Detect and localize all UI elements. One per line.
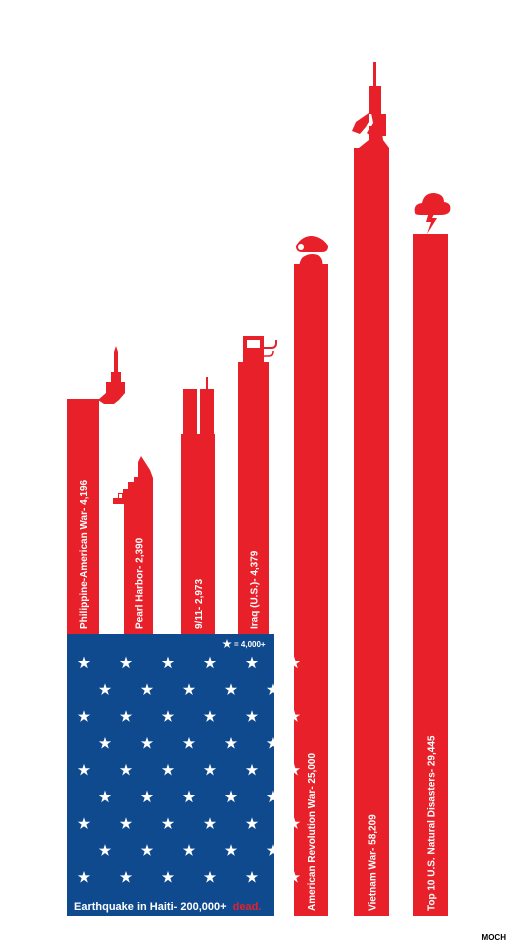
bar-label-2: Pearl Harbor- 2,390 [135,537,146,629]
haiti-label-main: Earthquake in Haiti- 200,000+ [74,901,227,913]
bar-3 [181,434,215,634]
haiti-label: Earthquake in Haiti- 200,000+ dead. [74,901,261,913]
bar-label-6: Vietnam War- 58,209 [368,814,379,911]
bar-label-3: 9/11- 2,973 [194,579,205,629]
storm-cloud-icon [414,193,451,234]
haiti-legend-label: = 4,000+ [234,640,266,649]
bar-1 [67,399,99,634]
haiti-label-suffix: dead. [233,901,262,913]
haiti-bar [67,634,274,916]
bar-4 [238,362,269,634]
bar-label-4: Iraq (U.S.)- 4,379 [250,550,261,629]
twin-towers-icon [183,377,214,435]
assault-rifle-icon [352,62,389,148]
bayonet-rifle-icon [98,346,125,404]
battleship-icon [113,456,153,504]
bar-2 [124,504,153,634]
bar-5 [294,264,328,916]
bar-label-7: Top 10 U.S. Natural Disasters- 29,445 [427,735,438,911]
bar-7 [413,234,448,916]
credit-label: MOCH [481,933,506,942]
haiti-flag-block: = 4,000+ Earthquake in Haiti- 200,000+ d… [67,634,301,916]
gas-pump-icon [243,336,277,364]
bar-label-1: Philippine-American War- 4,196 [79,479,90,629]
bar-label-5: American Revolution War- 25,000 [307,753,318,911]
bar-6 [354,148,389,916]
